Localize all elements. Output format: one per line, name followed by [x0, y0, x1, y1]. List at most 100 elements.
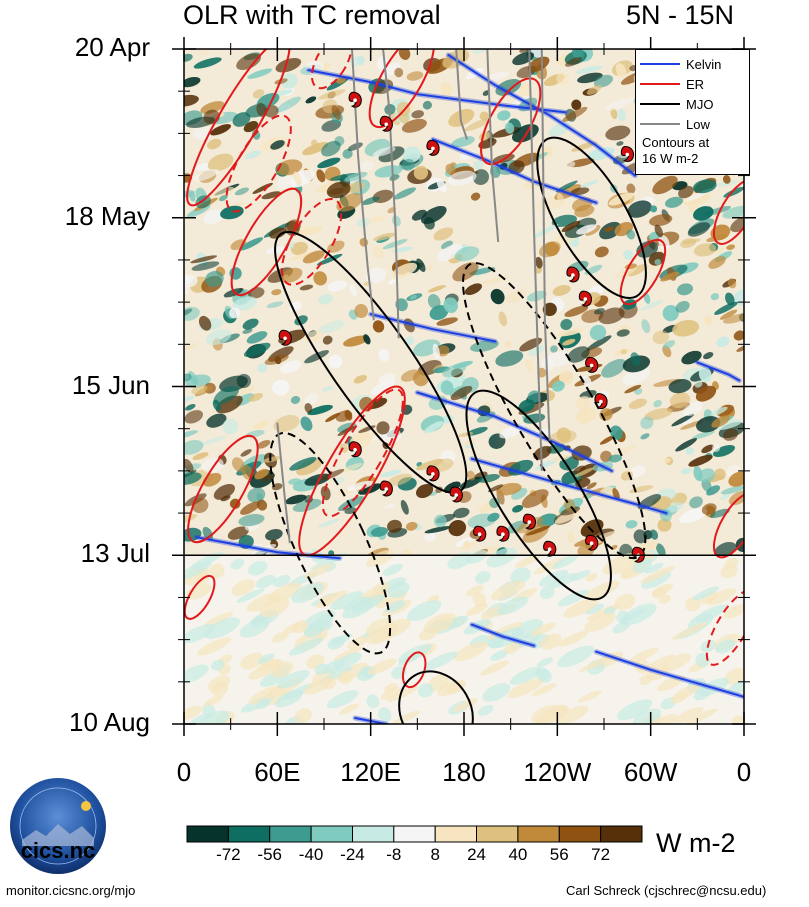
heat-cell	[658, 594, 671, 604]
heat-cell	[711, 443, 721, 452]
heat-cell	[340, 462, 363, 473]
heat-cell	[559, 370, 574, 385]
heat-cell	[632, 708, 662, 724]
heat-cell	[374, 79, 394, 95]
heat-cell	[274, 690, 304, 708]
heat-cell	[261, 191, 281, 200]
heat-cell	[263, 456, 282, 463]
heat-cell	[323, 659, 345, 674]
heat-cell	[708, 256, 726, 269]
kelvin-contour	[307, 69, 567, 114]
y-tick-label: 10 Aug	[69, 707, 150, 737]
footer-credit: Carl Schreck (cjschrec@ncsu.edu)	[566, 883, 767, 898]
heat-cell	[531, 683, 557, 697]
heat-cell	[551, 555, 578, 570]
heat-cell	[443, 297, 458, 314]
heat-cell	[394, 67, 404, 78]
heat-cell	[530, 622, 556, 637]
heat-cell	[376, 421, 390, 435]
heat-cell	[530, 49, 544, 58]
heat-cell	[562, 106, 588, 122]
heat-cell	[303, 563, 333, 579]
heat-cell	[380, 618, 411, 638]
heat-cell	[565, 56, 583, 67]
heat-cell	[318, 89, 346, 100]
heat-cell	[657, 518, 672, 532]
heat-cell	[536, 657, 553, 668]
heat-cell	[519, 337, 543, 352]
heat-cell	[321, 469, 345, 481]
heat-cell	[556, 328, 584, 337]
heat-cell	[679, 507, 708, 524]
heat-cell	[441, 240, 453, 250]
colorbar-tick-label: 24	[467, 845, 486, 864]
heat-cell	[275, 96, 301, 113]
heat-cell	[675, 300, 690, 313]
heat-cell	[184, 373, 192, 382]
heat-cell	[725, 292, 735, 306]
kelvin-contour	[470, 623, 535, 647]
heat-cell	[239, 618, 270, 638]
heat-cell	[293, 171, 302, 186]
heat-cell	[467, 470, 476, 481]
heat-cell	[722, 313, 744, 324]
heat-cell	[274, 89, 293, 96]
heat-cell	[735, 537, 744, 552]
heat-cell	[453, 641, 488, 662]
heat-cell	[560, 318, 573, 331]
heat-cell	[586, 84, 602, 95]
heat-cell	[413, 370, 429, 387]
legend-label: MJO	[686, 96, 714, 112]
heat-cell	[722, 428, 739, 441]
heat-cell	[534, 267, 542, 274]
heat-cell	[487, 512, 500, 522]
heat-cell	[184, 458, 194, 473]
colorbar-tick-label: -72	[216, 845, 241, 864]
heat-cell	[240, 501, 261, 515]
kelvin-contour	[369, 313, 497, 343]
heat-cell	[241, 464, 253, 480]
low-contour	[276, 422, 291, 544]
heat-cell	[313, 271, 327, 286]
heat-cell	[616, 329, 630, 337]
heat-cell	[184, 395, 195, 404]
heat-cell	[698, 677, 730, 696]
heat-cell	[204, 617, 240, 639]
heat-cell	[230, 558, 245, 570]
heat-cell	[727, 679, 744, 695]
heat-cell	[719, 309, 738, 320]
heat-cell	[556, 192, 565, 207]
x-tick-label: 60W	[623, 757, 678, 787]
heat-cell	[727, 278, 737, 289]
heat-cell	[654, 259, 661, 265]
colorbar-tick-label: 40	[508, 845, 528, 864]
heat-cell	[447, 552, 473, 570]
heat-cell	[655, 543, 666, 557]
heat-cell	[424, 420, 444, 434]
heat-cell	[626, 183, 636, 194]
tc-marker-icon	[426, 465, 440, 482]
tc-marker-icon	[348, 91, 362, 108]
heat-cell	[382, 563, 403, 576]
heat-cell	[327, 636, 346, 650]
heat-cell	[454, 246, 480, 262]
heat-cell	[232, 112, 251, 127]
heat-cell	[576, 224, 597, 235]
heat-cell	[326, 690, 359, 709]
heat-cell	[388, 279, 396, 285]
heat-cell	[184, 76, 201, 88]
kelvin-contour	[470, 457, 668, 515]
colorbar-swatch	[393, 825, 436, 843]
logo-globe-icon: cics.nc	[10, 778, 106, 874]
heat-cell	[710, 406, 728, 416]
cicsnc-logo: cics.nc	[8, 776, 108, 876]
x-tick-label: 120E	[340, 757, 402, 787]
y-tick-label: 13 Jul	[80, 538, 150, 569]
heat-cell	[701, 503, 717, 515]
heat-cell	[236, 373, 251, 389]
heat-cell	[373, 232, 396, 241]
heat-cell	[512, 505, 524, 513]
heat-cell	[552, 380, 565, 392]
mjo-contour	[465, 389, 612, 601]
